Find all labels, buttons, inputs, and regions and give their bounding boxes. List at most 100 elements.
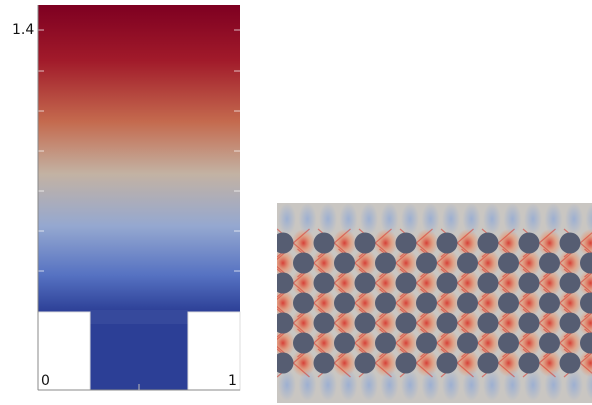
low-flow-region	[380, 203, 399, 235]
low-flow-region	[503, 369, 522, 401]
flow-streak	[277, 248, 290, 261]
high-flow-region	[537, 269, 562, 297]
high-flow-region	[537, 229, 562, 257]
obstacle-circle	[416, 292, 437, 314]
high-flow-region	[496, 269, 521, 297]
low-flow-region	[298, 203, 317, 235]
high-flow-region	[394, 329, 418, 357]
obstacle-circle	[457, 292, 478, 314]
obstacle-circle	[477, 272, 499, 294]
obstacle-circle	[313, 312, 335, 334]
high-flow-region	[291, 309, 316, 337]
low-flow-region	[339, 369, 358, 401]
obstacle-circle	[559, 352, 581, 374]
obstacle-circle	[354, 312, 376, 334]
high-flow-region	[373, 269, 398, 297]
low-flow-region	[483, 203, 501, 235]
high-flow-region	[332, 309, 357, 337]
flow-streak	[277, 265, 290, 278]
high-flow-region	[496, 309, 521, 337]
low-flow-region	[585, 203, 592, 235]
obstacle-circle	[313, 272, 335, 294]
low-flow-region	[442, 369, 460, 401]
obstacle-circle	[498, 292, 519, 314]
obstacle-circle	[252, 253, 273, 274]
low-flow-region	[278, 369, 296, 401]
obstacle-circle	[477, 232, 499, 254]
low-flow-region	[544, 203, 563, 235]
obstacle-circle	[334, 332, 355, 354]
x-label-left: 0	[41, 373, 50, 389]
obstacle-circle	[313, 232, 335, 254]
obstacle-circle	[498, 252, 519, 274]
obstacle-circle	[375, 252, 396, 274]
obstacle-circle	[252, 333, 273, 354]
obstacle-array	[252, 232, 592, 374]
low-flow-region	[524, 369, 542, 401]
high-flow-region	[291, 229, 316, 257]
flow-streak	[277, 305, 290, 318]
obstacle-circle	[539, 292, 560, 314]
high-flow-region	[353, 289, 377, 317]
high-flow-region	[517, 289, 541, 317]
high-flow-region	[455, 229, 480, 257]
high-flow-region	[291, 269, 316, 297]
low-flow-region	[483, 369, 501, 401]
flow-streak	[277, 328, 290, 341]
obstacle-circle	[313, 352, 335, 374]
obstacle-circle	[518, 232, 540, 254]
high-flow-region	[312, 329, 336, 357]
high-flow-region	[414, 269, 439, 297]
x-label-right: 1	[228, 373, 237, 389]
high-flow-region	[537, 309, 562, 337]
low-flow-region	[524, 203, 542, 235]
flow-field-glows	[277, 203, 592, 401]
obstacle-circle	[436, 232, 458, 254]
low-flow-region	[380, 369, 399, 401]
obstacle-circle	[436, 272, 458, 294]
obstacle-circle	[354, 272, 376, 294]
obstacle-circle	[293, 292, 314, 314]
obstacle-circle	[375, 292, 396, 314]
flow-streak	[277, 288, 290, 301]
obstacle-circle	[277, 232, 294, 254]
high-flow-region	[353, 329, 377, 357]
high-flow-region	[476, 289, 500, 317]
high-flow-region	[394, 249, 418, 277]
obstacle-circle	[416, 252, 437, 274]
low-flow-region	[585, 369, 592, 401]
obstacle-circle	[539, 332, 560, 354]
y-tick-label: 1.4	[12, 22, 35, 38]
obstacle-circle	[395, 272, 417, 294]
high-flow-region	[435, 329, 459, 357]
low-flow-region	[421, 203, 440, 235]
obstacle-circle	[354, 352, 376, 374]
inlet-mixing-zone	[90, 310, 188, 324]
obstacle-circle	[395, 312, 417, 334]
low-flow-region	[278, 203, 296, 235]
low-flow-region	[360, 203, 378, 235]
high-flow-region	[414, 229, 439, 257]
obstacle-circle	[539, 252, 560, 274]
high-flow-region	[455, 269, 480, 297]
low-flow-region	[503, 203, 522, 235]
high-flow-region	[332, 229, 357, 257]
low-flow-region	[360, 369, 378, 401]
low-flow-region	[565, 369, 583, 401]
obstacle-circle	[580, 332, 592, 354]
obstacle-circle	[477, 312, 499, 334]
obstacle-circle	[518, 352, 540, 374]
low-flow-region	[319, 203, 337, 235]
high-flow-region	[496, 229, 521, 257]
high-flow-region	[394, 289, 418, 317]
gradient-field	[38, 5, 240, 312]
obstacle-circle	[416, 332, 437, 354]
obstacle-circle	[277, 312, 294, 334]
low-flow-region	[544, 369, 563, 401]
obstacle-circle	[293, 252, 314, 274]
low-flow-region	[298, 369, 317, 401]
low-flow-region	[442, 203, 460, 235]
obstacle-circle	[559, 272, 581, 294]
obstacle-circle	[457, 332, 478, 354]
